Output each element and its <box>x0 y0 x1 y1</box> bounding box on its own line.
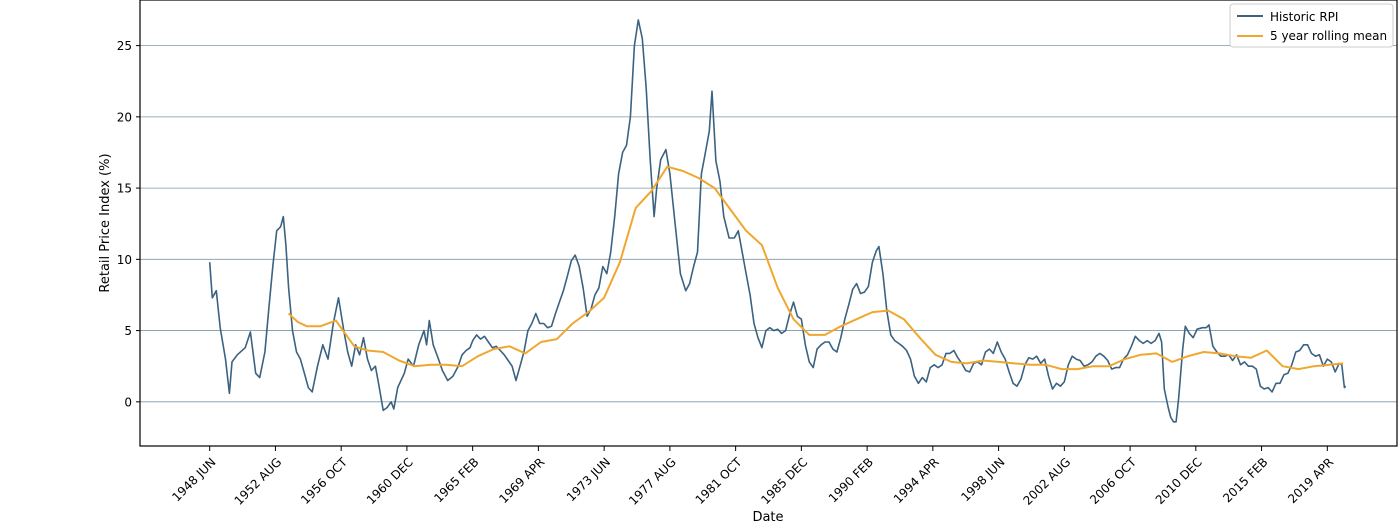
x-tick-label: 1965 FEB <box>431 455 481 505</box>
x-tick-label: 2015 FEB <box>1220 455 1270 505</box>
x-axis: 1948 JUN 1952 AUG 1956 OCT 1960 DEC 1965 FEB… <box>169 446 1336 508</box>
series-layer <box>208 19 1347 423</box>
x-tick-label: 2010 DEC <box>1153 455 1205 507</box>
historic-rpi-line <box>208 19 1347 423</box>
x-tick-label: 1952 AUG <box>232 455 285 508</box>
y-tick-label: 25 <box>117 39 132 53</box>
y-tick-label: 5 <box>124 324 132 338</box>
y-tick-label: 15 <box>117 182 132 196</box>
x-tick-label: 2002 AUG <box>1021 455 1074 508</box>
x-tick-label: 1956 OCT <box>298 455 350 507</box>
y-tick-label: 10 <box>117 253 132 267</box>
y-tick-label: 0 <box>124 395 132 409</box>
x-tick-label: 2006 OCT <box>1087 455 1139 507</box>
legend-label-rolling-mean: 5 year rolling mean <box>1270 29 1387 43</box>
x-tick-label: 1973 JUN <box>564 455 613 504</box>
rolling-mean-line <box>287 165 1344 371</box>
x-tick-label: 1990 FEB <box>826 455 876 505</box>
x-tick-label: 1981 OCT <box>693 455 745 507</box>
legend-box <box>1229 3 1394 48</box>
plot-frame <box>139 0 1398 447</box>
x-tick-label: 1969 APR <box>496 455 547 506</box>
x-tick-label: 2019 APR <box>1285 455 1336 506</box>
x-tick-label: 1994 APR <box>891 455 942 506</box>
x-axis-label: Date <box>752 510 783 525</box>
x-tick-label: 1998 JUN <box>958 455 1007 504</box>
x-tick-label: 1948 JUN <box>169 455 218 504</box>
y-axis-label: Retail Price Index (%) <box>98 153 113 292</box>
y-tick-label: 20 <box>117 110 132 124</box>
legend: Historic RPI 5 year rolling mean <box>1229 3 1394 48</box>
x-tick-label: 1985 DEC <box>758 455 810 507</box>
legend-label-historic-rpi: Historic RPI <box>1270 10 1338 24</box>
y-axis: 0 5 10 15 20 25 <box>117 39 140 409</box>
gridlines <box>140 45 1397 403</box>
x-tick-label: 1960 DEC <box>364 455 416 507</box>
x-tick-label: 1977 AUG <box>626 455 679 508</box>
